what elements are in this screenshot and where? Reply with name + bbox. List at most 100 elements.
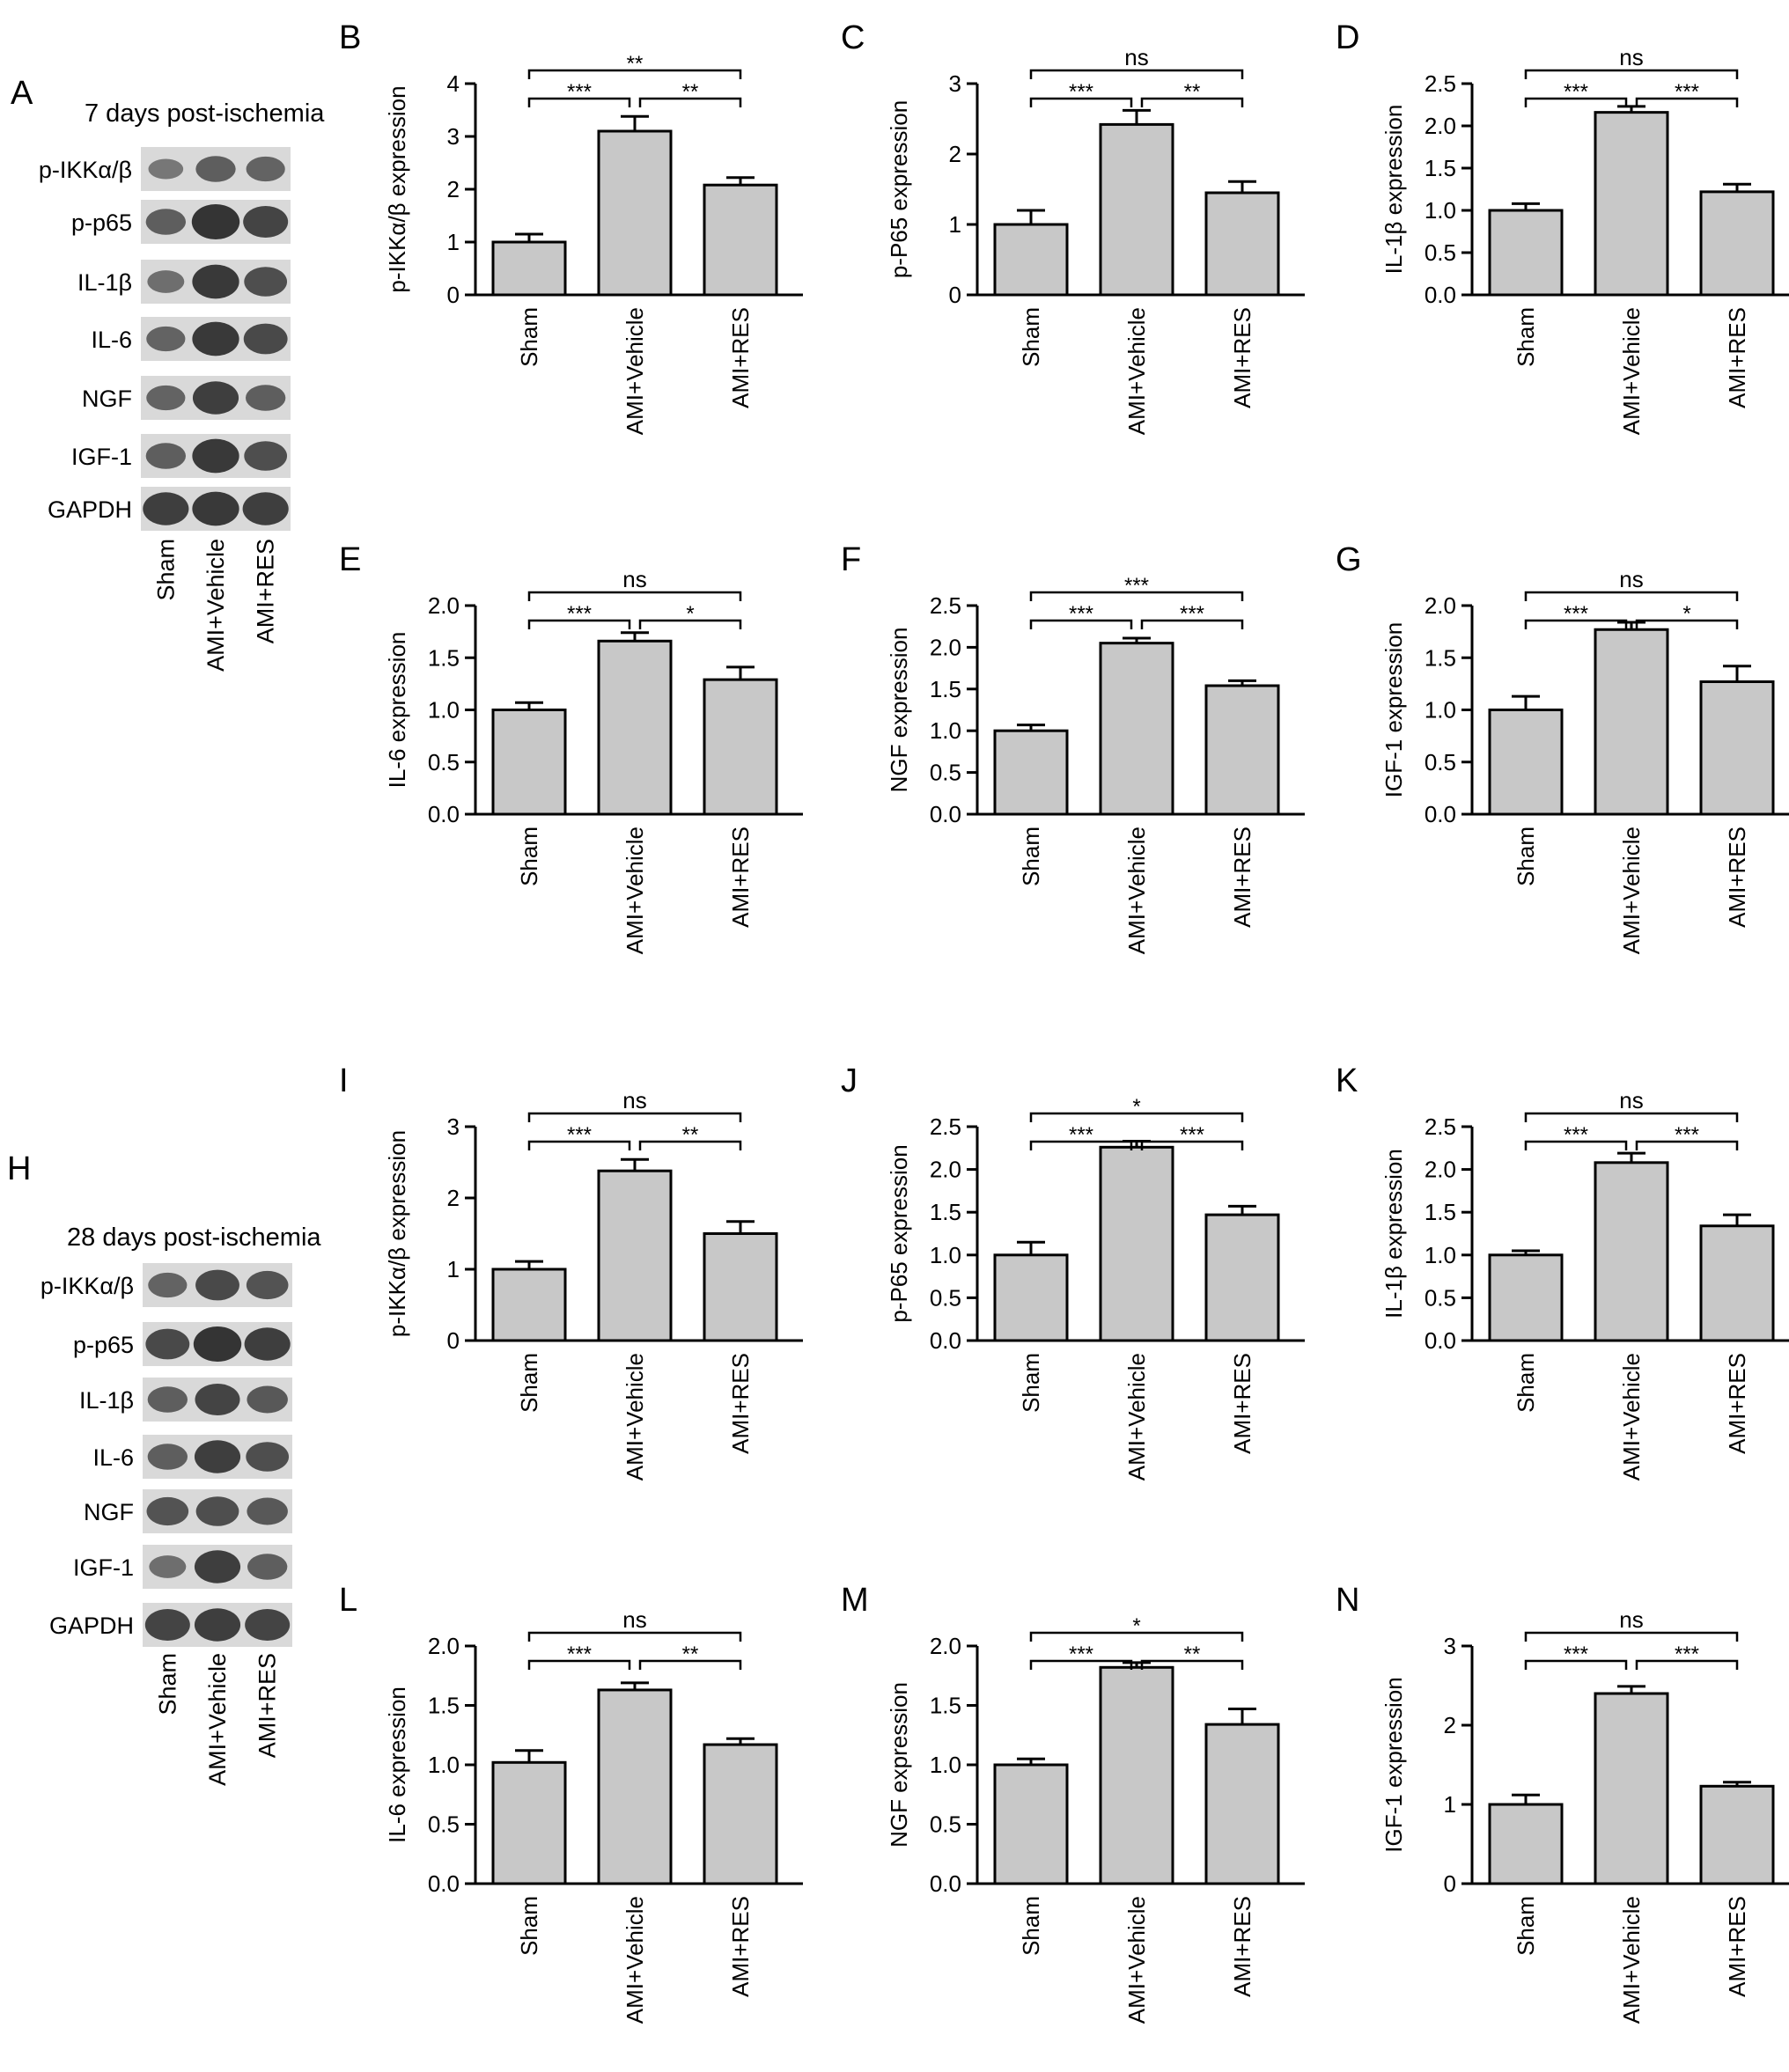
bar [1488,1803,1564,1885]
bar [491,709,567,816]
significance-bracket [527,1659,631,1670]
blot-band [245,1608,291,1642]
blot-row-label: IL-1β [77,269,132,296]
significance-label: ns [1619,44,1643,70]
significance-label: *** [1069,1642,1093,1666]
blot-lane-label: Sham [154,1653,180,1716]
significance-bracket [1635,619,1739,629]
blot-row-label: p-IKKα/β [40,1273,134,1299]
bar [1099,122,1174,297]
blot-band [147,1386,188,1413]
bar [1099,642,1174,816]
bar-chart-panel: D 0.0 0.5 1.0 1.5 2.0 2.5 IL-1β expression Sham A… [1336,19,1789,435]
y-tick-label: 0.5 [930,1284,961,1311]
western-blot-panel: A 7 days post-ischemia p-IKKα/β p-p65 IL-1β I… [11,75,325,672]
y-tick-label: 2.5 [1425,70,1456,97]
y-tick-label: 2 [949,141,961,167]
y-tick-label: 1.0 [930,1752,961,1778]
bar [1699,190,1775,297]
panel-letter: D [1336,19,1359,56]
y-tick-label: 1 [447,1256,460,1282]
bar [1099,1145,1174,1342]
significance-bracket [1140,619,1244,629]
bar [1594,111,1669,297]
bar-chart-panel: B 0 1 2 3 4 p-IKKα/β expression Sham AMI+Vehicle… [339,19,803,435]
category-label: AMI+RES [1724,307,1750,408]
bar [1488,709,1564,816]
panel-letter: J [841,1062,858,1099]
y-axis-label: IGF-1 expression [1380,1677,1407,1852]
blot-band [195,1269,239,1301]
significance-bracket [1635,97,1739,107]
blot-title: 28 days post-ischemia [67,1223,321,1252]
y-tick-label: 0.0 [1425,282,1456,308]
y-tick-label: 1.5 [930,1693,961,1719]
bar [1594,1692,1669,1885]
category-label: AMI+RES [1724,1896,1750,1997]
category-label: AMI+RES [1229,827,1255,928]
significance-bracket [1524,1631,1739,1642]
category-label: Sham [516,1896,542,1956]
blot-band [147,270,185,293]
y-tick-label: 0.0 [930,801,961,827]
significance-label: ** [1184,80,1201,104]
bar [1594,1161,1669,1342]
significance-label: * [686,602,694,626]
bar [703,1743,778,1885]
panel-letter: A [11,75,33,112]
bar-chart-panel: L 0.0 0.5 1.0 1.5 2.0 IL-6 expression Sham AMI+V… [339,1582,803,2024]
panel-letter: C [841,19,865,56]
bar [1204,1723,1280,1885]
significance-label: ** [627,52,644,76]
significance-bracket [638,1659,742,1670]
blot-band [149,1555,187,1578]
bar [993,1763,1069,1885]
bar [597,1169,673,1342]
y-tick-label: 1.5 [428,1693,460,1719]
blot-band [195,1496,239,1526]
bar [597,639,673,816]
significance-bracket [1140,1140,1244,1150]
significance-bracket [1635,1140,1739,1150]
blot-row-label: GAPDH [49,1613,134,1639]
bar-chart-panel: F 0.0 0.5 1.0 1.5 2.0 2.5 NGF expression Sham AMI… [841,541,1305,954]
y-axis-label: NGF expression [886,1682,912,1848]
category-label: Sham [1513,1353,1539,1413]
bar [1488,209,1564,297]
category-label: Sham [1018,1353,1044,1413]
bar [1699,680,1775,816]
y-tick-label: 0 [1444,1870,1456,1897]
significance-label: ** [682,80,699,104]
y-tick-label: 1.5 [1425,155,1456,181]
significance-bracket [1140,1659,1244,1670]
y-tick-label: 2.0 [930,634,961,660]
blot-lane-label: AMI+RES [253,539,279,643]
y-tick-label: 3 [1444,1633,1456,1659]
panel-letter: I [339,1062,349,1099]
significance-bracket [638,97,742,107]
blot-band [244,267,288,297]
bar-chart-panel: J 0.0 0.5 1.0 1.5 2.0 2.5 p-P65 expression Sham A… [841,1062,1305,1481]
category-label: Sham [516,1353,542,1413]
panel-letter: K [1336,1062,1358,1099]
category-label: AMI+RES [1229,1896,1255,1997]
y-tick-label: 1.5 [930,1199,961,1225]
significance-label: *** [1180,1123,1204,1147]
y-tick-label: 2.0 [428,592,460,619]
y-axis-label: p-P65 expression [886,100,912,278]
y-axis-label: IL-1β expression [1380,105,1407,275]
y-tick-label: 1.0 [428,697,460,724]
significance-label: * [1132,1095,1140,1119]
blot-band [193,1326,242,1362]
blot-band [192,321,239,356]
y-tick-label: 1.0 [428,1752,460,1778]
significance-label: *** [1564,1123,1588,1147]
blot-band [148,158,184,180]
category-label: AMI+Vehicle [1618,1896,1645,2024]
bar [491,240,567,297]
y-tick-label: 2.0 [1425,113,1456,139]
blot-lane-label: Sham [152,539,179,601]
bar [1204,1213,1280,1342]
blot-band [145,1328,190,1360]
y-tick-label: 2.0 [1425,1157,1456,1183]
